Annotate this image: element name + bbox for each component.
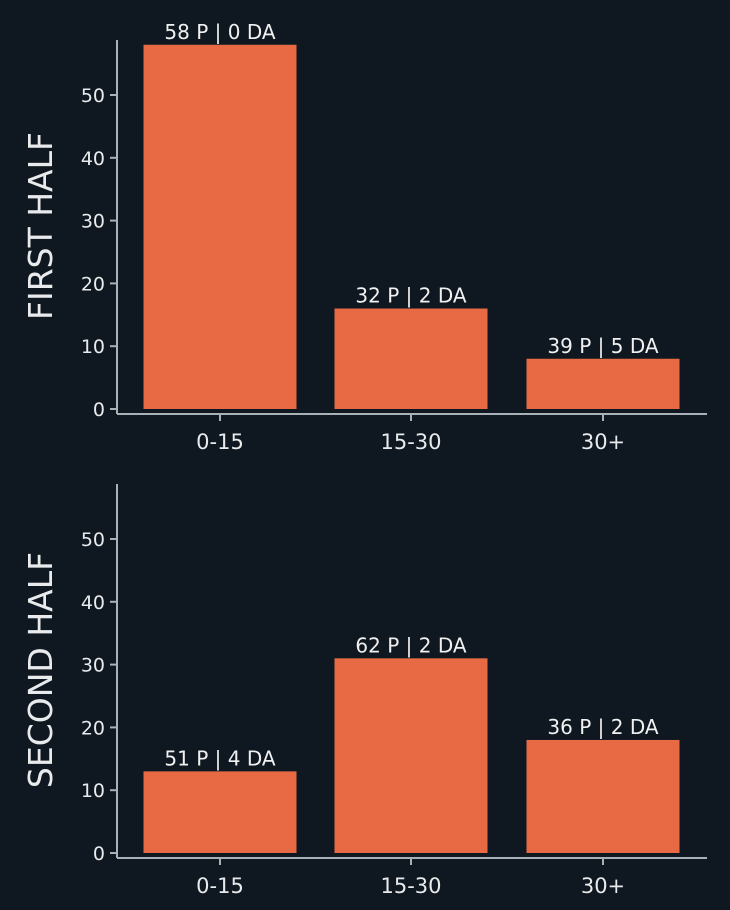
x-tick-label-15-30: 15-30 [380, 430, 441, 454]
bar-0-15 [143, 771, 297, 853]
y-tick-label: 20 [81, 273, 105, 295]
bar-label-15-30: 62 P | 2 DA [355, 633, 466, 657]
bar-15-30 [334, 308, 488, 409]
y-tick-label: 0 [93, 843, 105, 865]
y-tick-label: 0 [93, 399, 105, 421]
bar-15-30 [334, 658, 488, 853]
bar-label-0-15: 51 P | 4 DA [164, 746, 275, 770]
y-tick-label: 10 [81, 336, 105, 358]
panel-title: FIRST HALF [21, 132, 60, 320]
bar-0-15 [143, 44, 297, 409]
y-tick-label: 30 [81, 211, 105, 233]
bar-30+ [526, 739, 680, 853]
bar-label-15-30: 32 P | 2 DA [355, 284, 466, 308]
y-tick-label: 40 [81, 148, 105, 170]
y-tick-label: 50 [81, 85, 105, 107]
y-tick-label: 10 [81, 780, 105, 802]
panel-title: SECOND HALF [21, 552, 60, 788]
x-tick-label-0-15: 0-15 [196, 430, 244, 454]
y-tick-label: 50 [81, 529, 105, 551]
y-tick-label: 40 [81, 592, 105, 614]
bar-label-30+: 39 P | 5 DA [547, 334, 658, 358]
x-tick-label-30+: 30+ [581, 430, 625, 454]
chart-panel-2: 51 P | 4 DA 62 P | 2 DA 36 P | 2 DA 0 10 20 30… [21, 484, 707, 898]
x-tick-label-0-15: 0-15 [196, 874, 244, 898]
y-tick-label: 30 [81, 655, 105, 677]
bar-label-30+: 36 P | 2 DA [547, 715, 658, 739]
y-tick-label: 20 [81, 717, 105, 739]
x-tick-label-15-30: 15-30 [380, 874, 441, 898]
bar-30+ [526, 358, 680, 409]
chart-panel-1: 58 P | 0 DA 32 P | 2 DA 39 P | 5 DA 0 10 20 30… [21, 20, 707, 454]
bar-label-0-15: 58 P | 0 DA [164, 20, 275, 44]
x-tick-label-30+: 30+ [581, 874, 625, 898]
